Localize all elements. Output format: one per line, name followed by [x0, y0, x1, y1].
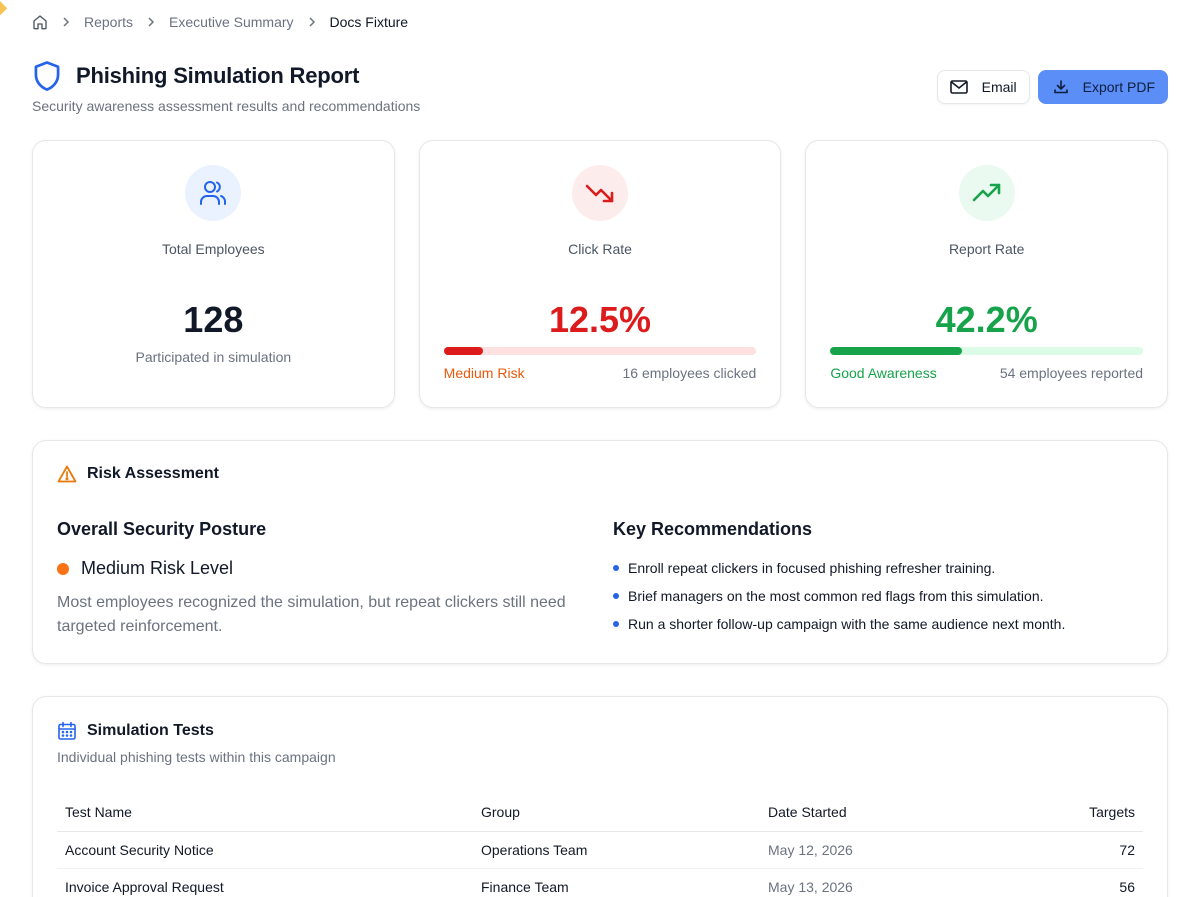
breadcrumb: Reports Executive Summary Docs Fixture [32, 12, 408, 32]
users-icon [185, 165, 242, 221]
chevron-right-icon [62, 17, 70, 27]
targets-cell: 56 [1010, 868, 1143, 897]
click-rate-card: Click Rate 12.5% Medium Risk 16 employee… [418, 140, 782, 408]
bullet-icon [613, 621, 619, 627]
recommendation-text: Run a shorter follow-up campaign with th… [628, 616, 1066, 632]
home-icon[interactable] [32, 14, 48, 30]
total-employees-label: Total Employees [161, 241, 265, 257]
trending-down-icon [572, 165, 628, 221]
posture-description: Most employees recognized the simulation… [57, 594, 566, 635]
mail-icon [949, 80, 968, 94]
bullet-icon [613, 593, 619, 599]
trending-up-icon [958, 165, 1015, 221]
simulation-tests-card: Simulation Tests Individual phishing tes… [32, 696, 1168, 897]
stats-row: Total Employees 128 Participated in simu… [32, 140, 1169, 408]
click-rate-status: Medium Risk [443, 365, 525, 381]
report-rate-progress-fill [830, 347, 963, 355]
click-rate-value: 12.5% [548, 299, 652, 340]
report-rate-progress-bar [830, 347, 1144, 355]
total-employees-card: Total Employees 128 Participated in simu… [32, 140, 395, 408]
download-icon [1053, 80, 1068, 94]
chevron-right-icon [147, 17, 155, 27]
posture-heading: Overall Security Posture [57, 519, 267, 539]
export-pdf-label: Export PDF [1082, 79, 1155, 95]
breadcrumb-item-executive-summary[interactable]: Executive Summary [169, 14, 294, 30]
test-name-cell: Invoice Approval Request [57, 868, 473, 897]
page-subtitle: Security awareness assessment results an… [32, 98, 421, 114]
column-header-test-name[interactable]: Test Name [57, 793, 473, 832]
simulation-tests-table: Test Name Group Date Started Targets Acc… [57, 793, 1143, 897]
recommendation-text: Enroll repeat clickers in focused phishi… [628, 560, 996, 576]
header-actions: Email Export PDF [936, 70, 1168, 104]
report-rate-label: Report Rate [948, 241, 1025, 257]
recommendation-item: Brief managers on the most common red fl… [613, 582, 1133, 610]
click-rate-label: Click Rate [568, 241, 632, 257]
corner-decoration [0, 0, 8, 19]
report-rate-count: 54 employees reported [999, 365, 1144, 381]
risk-level: Medium Risk Level [81, 558, 234, 578]
report-rate-value: 42.2% [935, 299, 1038, 340]
recommendation-text: Brief managers on the most common red fl… [628, 588, 1044, 604]
recommendations-heading: Key Recommendations [613, 519, 813, 539]
bullet-icon [613, 565, 619, 571]
recommendation-item: Run a shorter follow-up campaign with th… [613, 610, 1133, 638]
security-posture: Overall Security Posture Medium Risk Lev… [57, 519, 587, 639]
column-header-date-started[interactable]: Date Started [760, 793, 1010, 832]
simulation-tests-title: Simulation Tests [87, 722, 214, 739]
report-rate-status: Good Awareness [830, 365, 937, 381]
table-row[interactable]: Invoice Approval Request Finance Team Ma… [57, 868, 1143, 897]
page-title: Phishing Simulation Report [76, 63, 360, 88]
click-rate-progress-bar [443, 347, 757, 355]
table-row[interactable]: Account Security Notice Operations Team … [57, 831, 1143, 869]
date-started-cell: May 12, 2026 [760, 831, 1010, 869]
breadcrumb-item-reports[interactable]: Reports [84, 14, 134, 30]
recommendation-item: Enroll repeat clickers in focused phishi… [613, 554, 1133, 582]
total-employees-value: 128 [183, 299, 244, 340]
page-header: Phishing Simulation Report Security awar… [32, 60, 1168, 120]
breadcrumb-item-current: Docs Fixture [329, 14, 409, 30]
key-recommendations: Key Recommendations Enroll repeat clicke… [613, 519, 1133, 638]
targets-cell: 72 [1010, 831, 1143, 869]
chevron-right-icon [308, 17, 316, 27]
risk-level-dot [57, 562, 69, 575]
date-started-cell: May 13, 2026 [760, 868, 1010, 897]
risk-assessment-card: Risk Assessment Overall Security Posture… [32, 440, 1168, 664]
group-cell: Finance Team [473, 868, 760, 897]
shield-icon [32, 60, 62, 92]
table-header-row: Test Name Group Date Started Targets [57, 793, 1143, 832]
column-header-group[interactable]: Group [473, 793, 760, 832]
calendar-icon [58, 721, 76, 740]
email-button[interactable]: Email [936, 70, 1030, 104]
report-rate-card: Report Rate 42.2% Good Awareness 54 empl… [805, 140, 1169, 408]
total-employees-note: Participated in simulation [135, 349, 292, 365]
email-button-label: Email [981, 79, 1017, 95]
warning-icon [57, 465, 77, 483]
risk-assessment-title: Risk Assessment [87, 465, 219, 482]
export-pdf-button[interactable]: Export PDF [1037, 70, 1168, 104]
column-header-targets[interactable]: Targets [1010, 793, 1143, 832]
click-rate-progress-fill [443, 347, 483, 355]
test-name-cell: Account Security Notice [57, 831, 473, 869]
group-cell: Operations Team [473, 831, 760, 869]
simulation-tests-subtitle: Individual phishing tests within this ca… [57, 749, 336, 765]
click-rate-count: 16 employees clicked [622, 365, 757, 381]
